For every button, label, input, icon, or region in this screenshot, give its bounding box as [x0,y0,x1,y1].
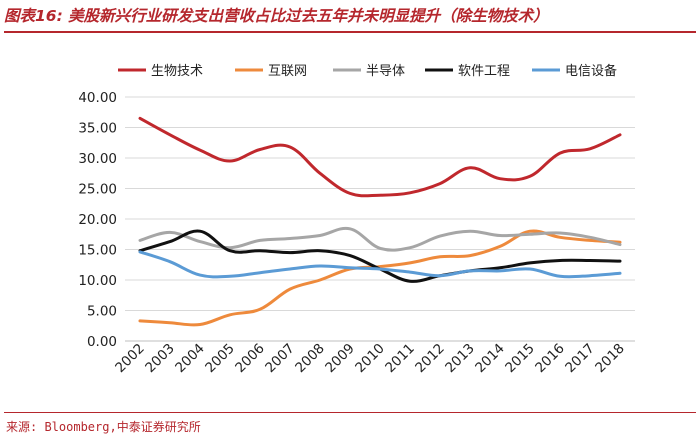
x-tick-label: 2007 [262,341,298,377]
source-note: 来源: Bloomberg,中泰证券研究所 [6,420,201,434]
title-divider [4,31,696,33]
plot-area [138,116,622,327]
legend-label: 电信设备 [565,63,617,79]
y-tick-label: 5.00 [87,304,117,320]
x-tick-label: 2009 [322,341,358,377]
y-tick-label: 30.00 [78,151,117,167]
y-tick-label: 10.00 [78,273,117,289]
x-tick-label: 2008 [292,341,328,377]
x-tick-label: 2005 [202,341,238,377]
x-tick-label: 2016 [532,341,568,377]
x-tick-label: 2011 [382,341,418,377]
x-tick-label: 2018 [592,341,628,377]
y-tick-label: 35.00 [78,121,117,137]
x-tick-label: 2013 [442,341,478,377]
legend-label: 互联网 [268,64,307,79]
y-tick-label: 0.00 [87,334,117,350]
y-tick-label: 15.00 [78,243,117,259]
series-line-5 [138,250,622,279]
x-tick-label: 2004 [172,341,208,377]
x-tick-label: 2003 [142,341,178,377]
chart-gridlines [125,96,635,311]
x-tick-label: 2012 [412,341,448,377]
y-tick-label: 20.00 [78,212,117,228]
legend-label: 软件工程 [458,64,510,79]
x-tick-label: 2015 [502,341,538,377]
figure-title: 图表16: 美股新兴行业研发支出营收占比过去五年并未明显提升（除生物技术） [4,7,549,25]
series-line-2 [138,229,622,327]
y-tick-label: 25.00 [78,182,117,198]
x-tick-label: 2002 [112,341,148,377]
legend-label: 生物技术 [151,64,203,79]
series-line-1 [138,116,622,198]
y-tick-label: 40.00 [78,90,117,106]
source-divider [4,412,696,413]
x-tick-label: 2006 [232,341,268,377]
x-tick-label: 2017 [562,341,598,377]
x-tick-label: 2014 [472,341,508,377]
chart-legend: 生物技术 互联网 半导体 软件工程 电信设备 [118,63,617,79]
x-tick-label: 2010 [352,341,388,377]
y-axis: 0.00 5.00 10.00 15.00 20.00 25.00 30.00 35.00 40… [78,90,117,350]
legend-label: 半导体 [366,64,405,79]
x-axis: 2002200320042005200620072008200920102011… [112,340,635,377]
